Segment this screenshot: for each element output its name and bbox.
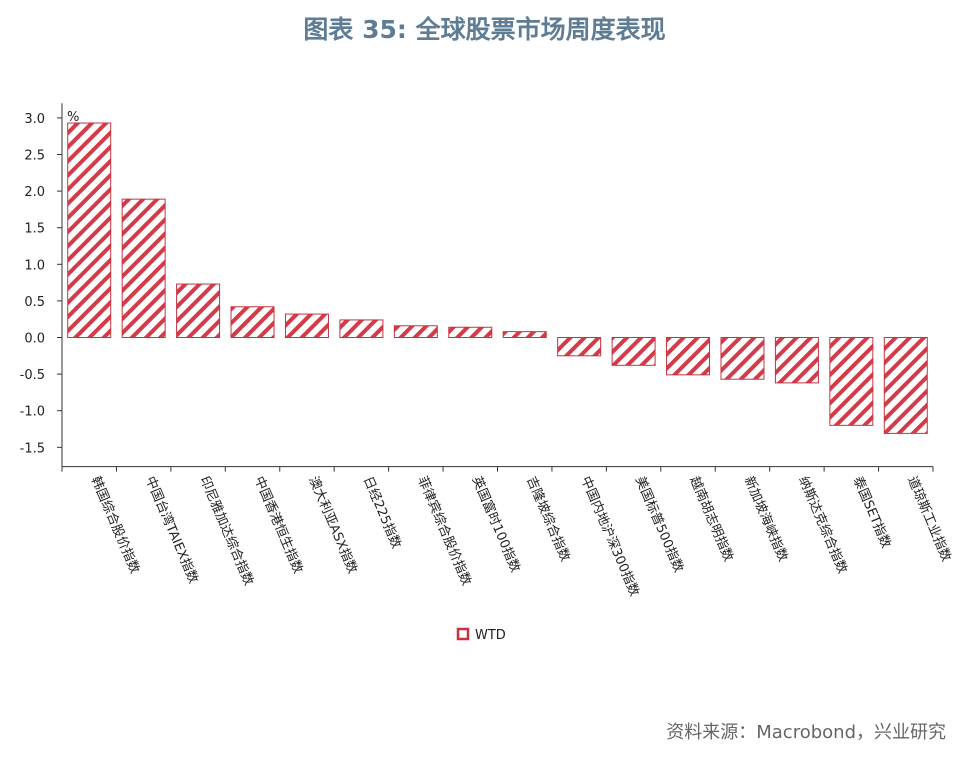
category-label: 中国台湾TAIEX指数	[142, 474, 202, 586]
bar-3	[230, 306, 275, 339]
category-label: 新加坡海峡指数	[741, 474, 791, 564]
bars	[67, 122, 928, 434]
bar-14	[829, 337, 874, 426]
legend: WTD	[456, 627, 506, 643]
bar-7	[448, 326, 493, 339]
bar-13	[774, 337, 819, 384]
category-label: 中国内地沪深300指数	[577, 474, 642, 599]
y-tick-label: -0.5	[20, 368, 45, 383]
legend-swatch-wtd	[456, 627, 470, 641]
bar-2	[176, 283, 221, 338]
bar-11	[666, 337, 711, 376]
y-unit-label: %	[67, 110, 79, 125]
y-tick-label: 1.0	[24, 258, 45, 273]
category-label: 澳大利亚ASX指数	[305, 474, 360, 576]
bar-12	[720, 337, 765, 380]
category-label: 中国香港恒生指数	[251, 474, 305, 576]
source-note: 资料来源：Macrobond，兴业研究	[666, 722, 946, 743]
chart-title: 图表 35: 全球股票市场周度表现	[303, 15, 666, 44]
category-label: 日经225指数	[360, 474, 404, 551]
bar-10	[611, 337, 656, 366]
y-tick-label: 0.5	[24, 295, 45, 310]
legend-label-wtd: WTD	[475, 628, 506, 643]
category-label: 越南胡志明指数	[686, 474, 736, 564]
bar-8	[502, 331, 547, 339]
bar-4	[284, 313, 329, 338]
y-tick-label: 0.0	[24, 332, 45, 347]
bar-5	[339, 319, 384, 339]
category-label: 泰国SET指数	[850, 474, 894, 550]
x-axis	[61, 466, 934, 472]
y-tick-label: 1.5	[24, 222, 45, 237]
bar-6	[393, 325, 438, 338]
y-tick-label: 3.0	[24, 112, 45, 127]
category-label: 韩国综合股价指数	[88, 474, 142, 576]
y-tick-label: 2.0	[24, 185, 45, 200]
y-tick-label: 2.5	[24, 149, 45, 164]
category-label: 菲律宾综合股价指数	[414, 474, 474, 588]
y-axis: 3.0 2.5 2.0 1.5 1.0 0.5 0.0 -0.5 -1.0 -1.5	[20, 103, 63, 467]
category-label: 道琼斯工业指数	[904, 474, 953, 564]
bar-0	[67, 122, 112, 338]
category-label: 吉隆坡综合指数	[523, 474, 572, 564]
y-tick-label: -1.5	[20, 441, 45, 456]
category-label: 纳斯达克综合指数	[795, 474, 849, 576]
bar-1	[121, 198, 166, 338]
bar-9	[557, 337, 602, 357]
category-label: 英国富时100指数	[469, 474, 524, 575]
category-label: 印尼雅加达综合指数	[196, 474, 256, 588]
category-label: 美国标普500指数	[632, 474, 686, 575]
bar-15	[883, 337, 928, 434]
y-tick-label: -1.0	[20, 405, 45, 420]
